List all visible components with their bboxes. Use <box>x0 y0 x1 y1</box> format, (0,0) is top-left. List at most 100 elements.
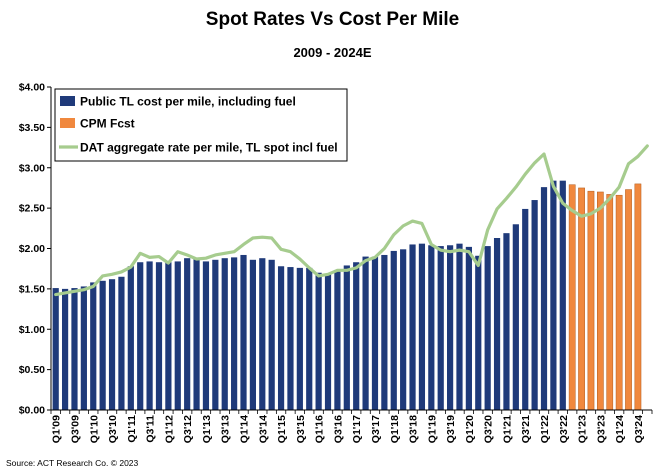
x-tick-label: Q1'14 <box>239 415 251 443</box>
x-tick-label: Q1'18 <box>389 415 401 443</box>
x-tick-label: Q1'21 <box>501 415 513 443</box>
dat-spot-rate-point <box>261 236 264 238</box>
cpm-bar <box>371 256 379 410</box>
dat-spot-rate-point <box>280 248 282 251</box>
x-tick-label: Q3'12 <box>182 415 194 443</box>
cpm-bar <box>343 265 350 410</box>
dat-spot-rate-point <box>580 215 583 217</box>
cpm-bar <box>409 244 416 410</box>
dat-spot-rate-point <box>92 285 95 288</box>
x-tick-label: Q3'10 <box>107 415 119 443</box>
legend-label: Public TL cost per mile, including fuel <box>80 95 296 109</box>
x-tick-label: Q3'16 <box>332 415 344 443</box>
cpm-bar <box>193 259 200 410</box>
dat-spot-rate-point <box>336 269 339 272</box>
dat-spot-rate-point <box>120 271 123 273</box>
dat-spot-rate-point <box>139 252 142 255</box>
cpm-bar <box>353 262 360 410</box>
legend-box <box>54 88 348 162</box>
dat-spot-rate-point <box>599 207 602 209</box>
cpm-bar <box>52 288 59 410</box>
cpm-bar <box>296 267 303 410</box>
dat-spot-rate-point <box>496 208 498 210</box>
cpm-bar <box>212 259 219 410</box>
x-tick-label: Q1'22 <box>539 415 551 443</box>
legend: Public TL cost per mile, including fuel C… <box>54 88 348 162</box>
x-tick-label: Q3'24 <box>633 415 645 443</box>
cpm-bar <box>531 200 538 410</box>
dat-spot-rate-point <box>524 173 527 176</box>
cpm-bar <box>61 288 69 411</box>
dat-spot-rate-point <box>205 257 207 259</box>
dat-spot-rate-point <box>270 237 273 239</box>
dat-spot-rate-point <box>148 256 151 259</box>
cpm-bar <box>493 238 501 410</box>
x-tick-label: Q3'22 <box>558 415 570 443</box>
x-tick-label: Q3'11 <box>145 415 157 443</box>
cpm-bar <box>306 267 313 410</box>
x-tick-label: Q1'20 <box>464 415 476 443</box>
cpm-bar <box>240 254 247 410</box>
dat-spot-rate-point <box>158 255 160 258</box>
dat-spot-rate-point <box>64 292 66 294</box>
cpm-bar <box>362 256 369 410</box>
dat-spot-rate-point <box>54 293 57 296</box>
cpm-bar <box>99 280 106 410</box>
dat-spot-rate-line <box>54 144 649 297</box>
cpm-bar <box>503 233 510 410</box>
dat-spot-rate-point <box>646 145 649 147</box>
dat-spot-rate-point <box>111 273 113 276</box>
dat-spot-rate-point <box>364 259 367 262</box>
dat-spot-rate-point <box>618 186 620 188</box>
dat-spot-rate-point <box>421 222 423 225</box>
cpm-bar <box>334 271 341 410</box>
dat-spot-rate-point <box>411 220 414 222</box>
legend-label: CPM Fcst <box>80 117 135 131</box>
dat-spot-rate-point <box>561 202 564 205</box>
dat-spot-rate-point <box>383 247 386 250</box>
x-tick-label: Q3'14 <box>257 415 269 443</box>
cpm-bar <box>146 261 153 410</box>
y-tick-label: $0.50 <box>19 364 45 376</box>
dat-spot-rate-point <box>374 256 376 259</box>
source-note: Source: ACT Research Co. © 2023 <box>6 458 139 468</box>
cpm-bar <box>90 282 97 410</box>
cpm-bar <box>249 259 256 410</box>
axes-layer: $0.00 $0.50 $1.00 $1.50 $2.00 $2.50 $3.00 $3.50… <box>19 82 653 443</box>
cpm-bar <box>475 255 482 410</box>
dat-spot-rate-point <box>486 229 489 231</box>
cpm-forecast-bar <box>568 184 576 411</box>
dat-spot-rate-point <box>439 249 442 251</box>
cpm-bar <box>512 224 519 410</box>
cpm-forecast-bar <box>634 183 642 411</box>
dat-spot-rate-point <box>515 186 517 188</box>
cpm-bar <box>184 258 191 410</box>
dat-spot-rate-point <box>608 197 611 200</box>
cpm-bar <box>71 288 78 410</box>
dat-spot-rate-point <box>627 162 630 165</box>
legend-swatch-cpm <box>60 96 75 106</box>
x-tick-label: Q3'09 <box>69 415 81 443</box>
cpm-bar <box>418 243 426 410</box>
cpm-bar <box>231 257 238 410</box>
chart-title: Spot Rates Vs Cost Per Mile <box>205 9 460 30</box>
y-tick-label: $1.50 <box>19 283 45 295</box>
dat-spot-rate-point <box>533 162 536 164</box>
cpm-bar <box>559 180 566 410</box>
cpm-bar <box>456 243 463 410</box>
cpm-bar <box>381 254 388 410</box>
x-tick-label: Q3'17 <box>370 415 382 443</box>
cpm-bar <box>165 262 172 410</box>
y-tick-label: $2.00 <box>19 243 45 255</box>
line-layer <box>54 144 649 297</box>
dat-spot-rate-point <box>195 258 198 260</box>
cpm-bar <box>155 262 163 410</box>
y-tick-label: $1.00 <box>19 324 45 336</box>
dat-spot-rate-point <box>355 267 358 269</box>
x-tick-label: Q3'15 <box>295 415 307 443</box>
cpm-bar <box>259 258 266 410</box>
cpm-bar <box>540 187 548 410</box>
x-tick-label: Q1'15 <box>276 415 288 443</box>
x-tick-label: Q1'11 <box>126 415 138 443</box>
cpm-bar <box>437 246 444 410</box>
